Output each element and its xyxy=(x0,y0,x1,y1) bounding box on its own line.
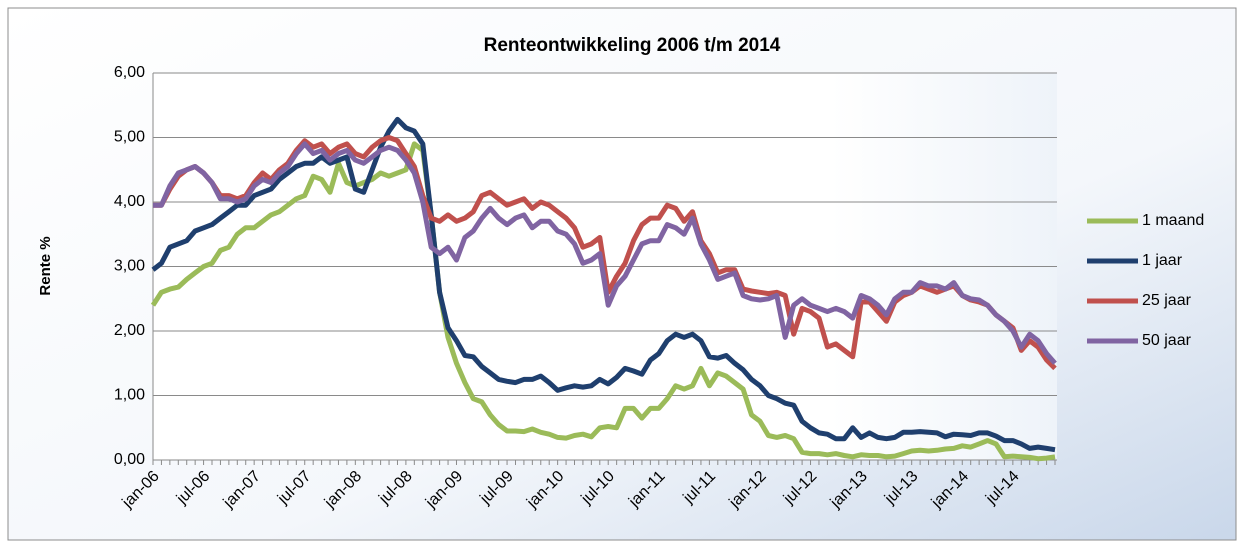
legend-label: 1 maand xyxy=(1142,212,1204,229)
y-tick-label: 6,00 xyxy=(114,64,145,81)
y-tick-label: 0,00 xyxy=(114,451,145,468)
series-line xyxy=(153,141,1057,365)
chart-title: Renteontwikkeling 2006 t/m 2014 xyxy=(484,35,781,56)
legend-label: 50 jaar xyxy=(1142,332,1192,349)
series-line xyxy=(151,116,1056,453)
series-line xyxy=(150,141,1056,462)
legend-label: 25 jaar xyxy=(1142,292,1192,309)
y-axis-label: Rente % xyxy=(37,236,54,295)
y-tick-label: 4,00 xyxy=(114,193,145,210)
y-tick-label: 5,00 xyxy=(114,129,145,146)
legend-label: 1 jaar xyxy=(1142,252,1183,269)
y-tick-label: 2,00 xyxy=(114,322,145,339)
y-tick-label: 1,00 xyxy=(114,387,145,404)
y-tick-label: 3,00 xyxy=(114,258,145,275)
